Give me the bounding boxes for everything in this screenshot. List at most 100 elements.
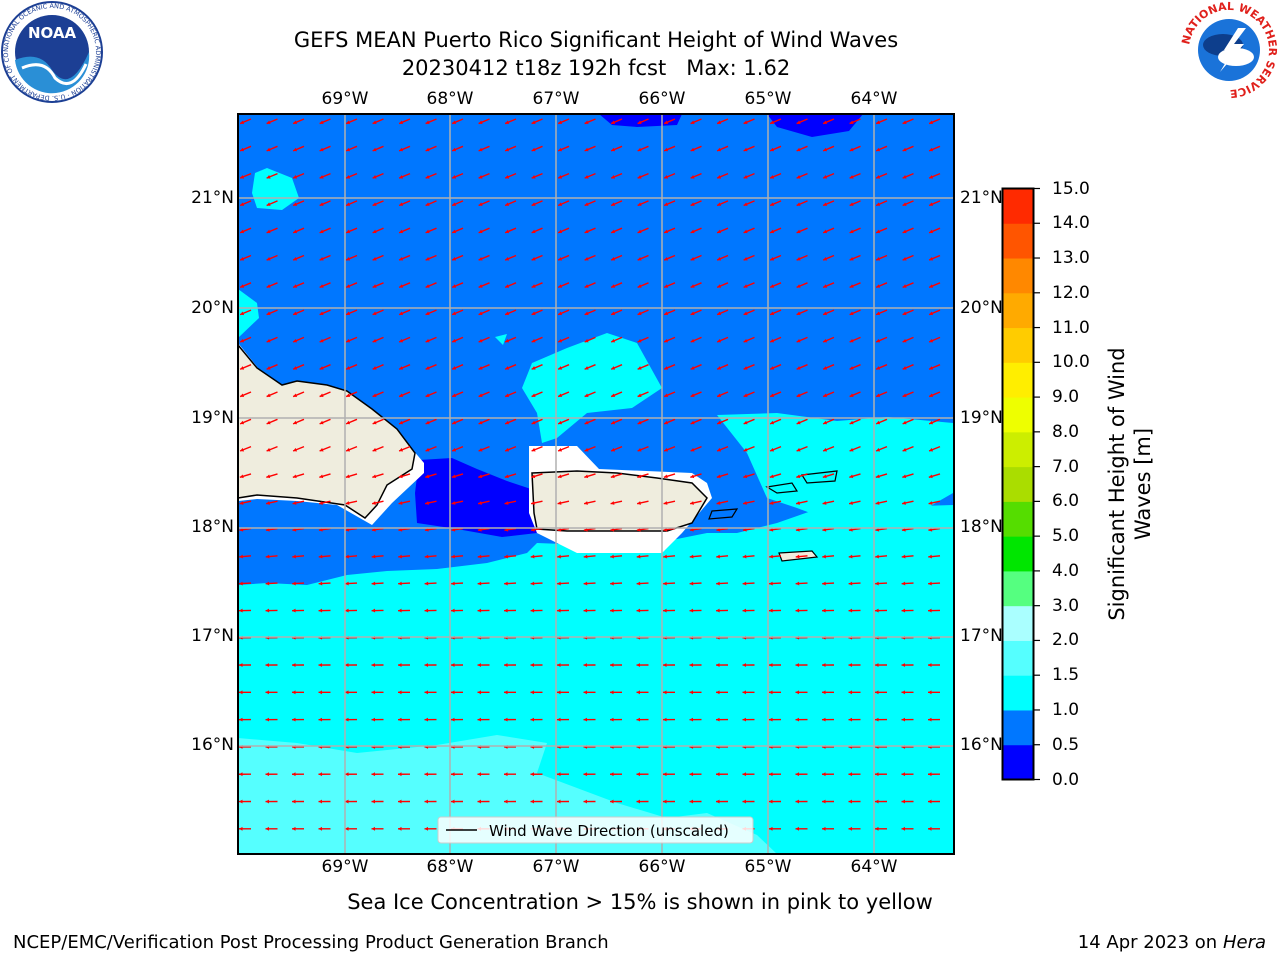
wave-arrow-head (611, 175, 616, 179)
wave-arrow-head (478, 311, 483, 316)
wave-arrow-head (345, 474, 350, 479)
colorbar-tick-label: 3.0 (1052, 595, 1080, 616)
wave-arrow-head (371, 608, 376, 613)
wave-arrow-head (505, 175, 510, 179)
wave-arrow-head (371, 690, 376, 695)
wave-arrow-head (876, 338, 881, 343)
wave-arrow-head (583, 717, 588, 722)
wave-arrow-head (796, 256, 801, 261)
wave-arrow-head (319, 366, 324, 370)
wave-arrow-head (795, 826, 800, 831)
wave-arrow-head (876, 284, 881, 288)
wave-arrow-head (637, 474, 642, 479)
wave-arrow-head (690, 284, 695, 288)
wave-arrow-head (743, 256, 748, 261)
wave-arrow-head (265, 608, 270, 613)
wave-arrow-head (424, 717, 429, 722)
wave-arrow-head (265, 581, 270, 586)
wave-arrow-head (266, 256, 271, 261)
wave-arrow-head (795, 554, 800, 559)
wave-arrow-head (293, 311, 298, 316)
wave-arrow-head (928, 527, 933, 532)
colorbar-segment (1002, 362, 1034, 398)
wave-arrow-head (557, 501, 562, 505)
wave-arrow-head (319, 175, 324, 179)
wave-arrow-head (664, 338, 669, 343)
wave-arrow-head (664, 311, 669, 316)
wave-arrow-head (742, 554, 747, 559)
wave-arrow-head (558, 366, 563, 370)
wave-arrow-head (769, 554, 773, 559)
wave-arrow-head (451, 474, 456, 479)
wave-arrow-head (531, 147, 536, 152)
colorbar-segment (1002, 709, 1034, 746)
wave-arrow-head (636, 772, 641, 777)
wave-arrow-head (636, 554, 641, 559)
wave-arrow-head (849, 474, 854, 479)
wave-arrow-head (318, 581, 323, 586)
wave-arrow-head (822, 772, 826, 777)
wave-arrow-head (345, 663, 349, 667)
wave-arrow-head (823, 338, 828, 343)
wave-arrow-head (770, 338, 775, 343)
wave-arrow-head (318, 826, 323, 831)
wave-arrow-head (505, 338, 510, 343)
wave-arrow-head (636, 527, 641, 532)
wave-arrow-head (239, 690, 243, 695)
wave-arrow-head (557, 554, 561, 559)
wave-arrow-head (849, 311, 854, 316)
wave-arrow-head (372, 147, 377, 152)
wave-arrow-head (372, 202, 377, 206)
wave-arrow-head (318, 772, 323, 777)
wave-arrow-head (293, 120, 298, 124)
wave-arrow-head (689, 527, 694, 532)
wave-arrow-head (319, 338, 324, 343)
wave-arrow-head (848, 772, 853, 777)
wave-arrow-head (822, 690, 826, 695)
wave-arrow-head (690, 311, 695, 316)
wave-arrow-head (425, 447, 430, 452)
wave-arrow-head (399, 393, 404, 397)
wave-arrow-head (770, 366, 775, 370)
wave-arrow-head (558, 229, 563, 234)
wave-arrow-head (531, 338, 536, 343)
wave-arrow-head (239, 581, 243, 586)
wave-arrow-head (530, 663, 535, 667)
wave-arrow-head (584, 120, 589, 124)
wave-arrow-head (266, 147, 271, 152)
wave-arrow-head (292, 501, 297, 505)
colorbar-tick-label: 11.0 (1052, 317, 1090, 338)
wave-arrow-head (769, 717, 773, 722)
wave-arrow-head (584, 447, 589, 452)
wave-arrow-head (689, 799, 694, 804)
colorbar-tick-label: 5.0 (1052, 526, 1080, 547)
wave-arrow-head (664, 147, 669, 152)
wave-arrow-head (901, 608, 906, 613)
wave-arrow-head (345, 799, 349, 804)
wave-arrow-head (822, 826, 826, 831)
wave-arrow-head (929, 120, 934, 124)
wave-arrow-head (876, 229, 881, 234)
wave-arrow-head (902, 366, 907, 370)
wave-arrow-head (769, 826, 773, 831)
wave-arrow-head (611, 366, 616, 370)
wave-arrow-head (876, 175, 881, 179)
wave-arrow-head (823, 393, 828, 397)
wave-arrow-head (318, 554, 323, 559)
wave-arrow-head (928, 772, 932, 777)
colorbar-tick-label: 12.0 (1052, 282, 1090, 303)
wave-arrow-head (265, 799, 270, 804)
wave-arrow-head (505, 447, 510, 452)
colorbar-tick-label: 10.0 (1052, 352, 1090, 373)
wave-arrow-head (399, 311, 404, 316)
wave-arrow-head (717, 366, 722, 370)
wave-arrow-head (690, 202, 695, 206)
wave-arrow-head (425, 420, 430, 425)
wave-arrow-head (530, 554, 535, 559)
wave-arrow-head (690, 120, 695, 124)
wave-arrow-head (929, 311, 934, 316)
wave-arrow-head (504, 799, 508, 804)
wave-arrow-head (928, 501, 933, 505)
wave-arrow-head (451, 527, 456, 532)
wave-arrow-head (372, 447, 377, 452)
